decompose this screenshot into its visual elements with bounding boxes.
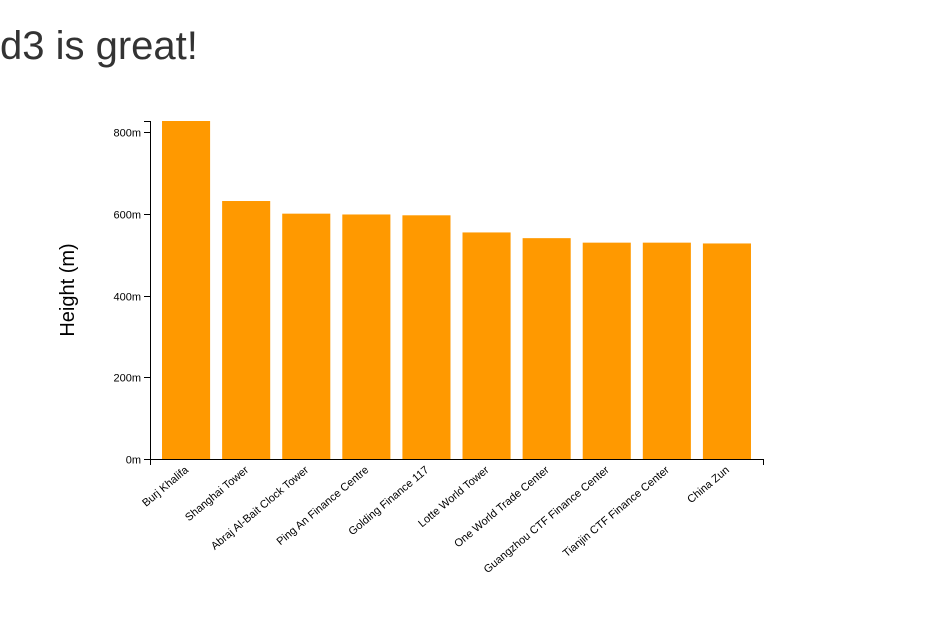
- bar: [162, 121, 211, 459]
- bar: [462, 232, 511, 459]
- y-tick-label: 400m: [113, 292, 141, 304]
- bar: [342, 214, 391, 459]
- x-tick-label: China Zun: [685, 464, 732, 506]
- bar: [522, 238, 571, 459]
- bar: [282, 213, 331, 459]
- x-tick-label: Shanghai Tower: [183, 464, 251, 524]
- y-axis: 0m 200m 400m 600m 800m: [113, 121, 151, 467]
- x-tick-label: Burj Khalifa: [140, 464, 191, 510]
- y-axis-label: Height (m): [57, 243, 79, 336]
- y-tick-label: 200m: [113, 373, 141, 385]
- bar: [402, 215, 451, 459]
- y-tick-label: 600m: [113, 210, 141, 222]
- bar: [642, 242, 691, 459]
- y-tick-label: 0m: [126, 455, 141, 467]
- x-axis-line: [150, 459, 764, 465]
- x-tick-label: Abraj Al-Bait Clock Tower: [209, 464, 311, 553]
- y-axis-line: [144, 121, 151, 460]
- x-tick-label: Guangzhou CTF Finance Center: [482, 464, 612, 576]
- bars-group: [162, 121, 751, 459]
- x-tick-label: Tianjin CTF Finance Center: [561, 464, 672, 560]
- page-title: d3 is great!: [0, 24, 198, 68]
- bar: [222, 201, 271, 459]
- bar: [582, 242, 631, 459]
- bar: [702, 243, 751, 459]
- y-tick-label: 800m: [113, 128, 141, 140]
